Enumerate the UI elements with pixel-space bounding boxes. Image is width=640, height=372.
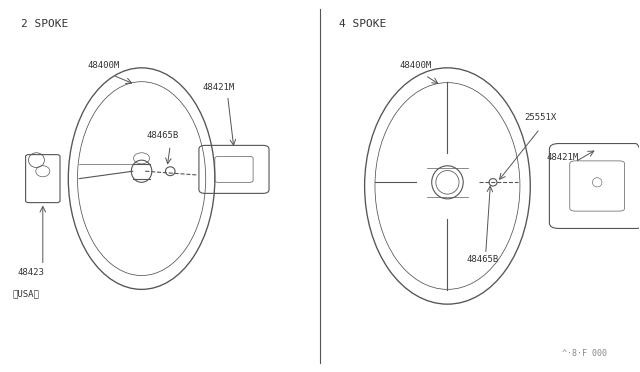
Text: 4 SPOKE: 4 SPOKE	[339, 19, 387, 29]
Text: 48421M: 48421M	[202, 83, 234, 92]
Text: 48400M: 48400M	[88, 61, 120, 70]
Text: 2 SPOKE: 2 SPOKE	[20, 19, 68, 29]
Text: 48423: 48423	[17, 267, 44, 277]
Text: 48421M: 48421M	[546, 153, 579, 162]
Text: ^·8·F 000: ^·8·F 000	[562, 349, 607, 358]
Text: 25551X: 25551X	[524, 113, 556, 122]
Text: 〈USA〉: 〈USA〉	[13, 290, 40, 299]
Text: 48465B: 48465B	[467, 255, 499, 264]
Text: 48400M: 48400M	[399, 61, 432, 70]
Text: 48465B: 48465B	[147, 131, 179, 140]
